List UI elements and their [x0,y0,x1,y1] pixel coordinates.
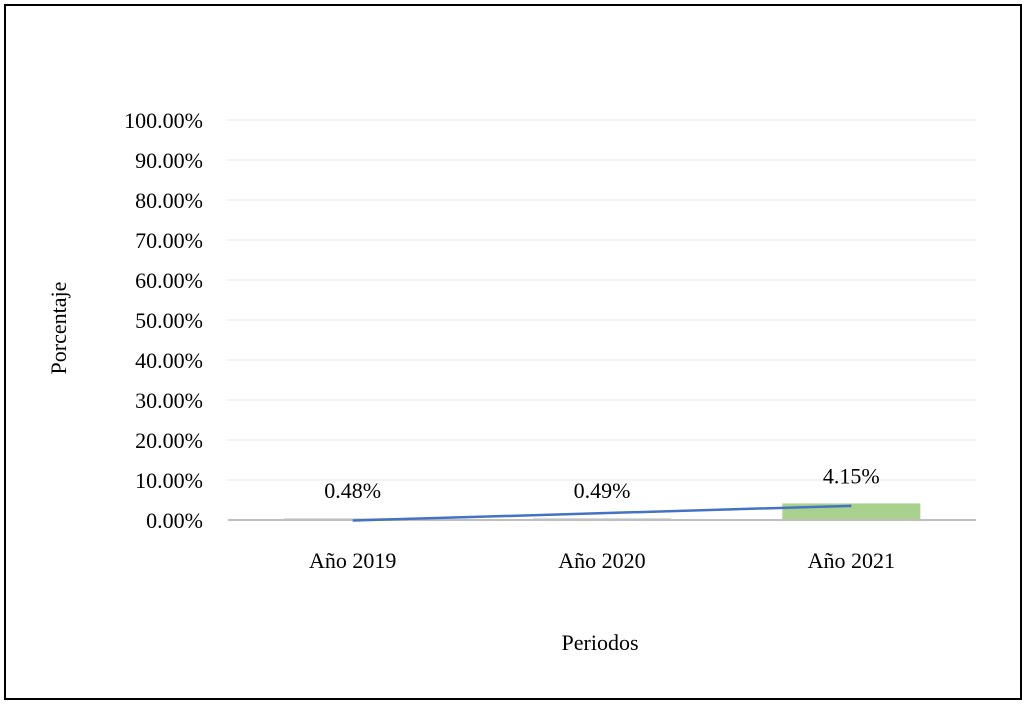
y-tick-label: 40.00% [135,348,203,373]
data-label: 4.15% [823,463,880,488]
y-tick-label: 50.00% [135,308,203,333]
x-axis-label: Periodos [562,630,639,655]
y-tick-label: 60.00% [135,268,203,293]
x-tick-label: Año 2020 [558,548,645,573]
y-tick-label: 70.00% [135,228,203,253]
y-tick-label: 100.00% [124,108,203,133]
data-labels: 0.48% 0.49% 4.15% [324,463,879,503]
gridlines [228,119,976,481]
y-tick-label: 10.00% [135,468,203,493]
x-tick-label: Año 2019 [309,548,396,573]
y-tick-label: 0.00% [146,508,203,533]
y-axis-label: Porcentaje [46,282,71,375]
trendline [352,504,852,522]
data-label: 0.48% [324,478,381,503]
trendline-group [352,504,852,522]
y-tick-label: 20.00% [135,428,203,453]
y-tick-label: 80.00% [135,188,203,213]
x-axis-ticks: Año 2019 Año 2020 Año 2021 [309,548,895,573]
y-tick-label: 30.00% [135,388,203,413]
y-axis-ticks: 0.00% 10.00% 20.00% 30.00% 40.00% 50.00% 60.00… [124,108,203,533]
x-tick-label: Año 2021 [808,548,895,573]
data-label: 0.49% [574,478,631,503]
y-tick-label: 90.00% [135,148,203,173]
